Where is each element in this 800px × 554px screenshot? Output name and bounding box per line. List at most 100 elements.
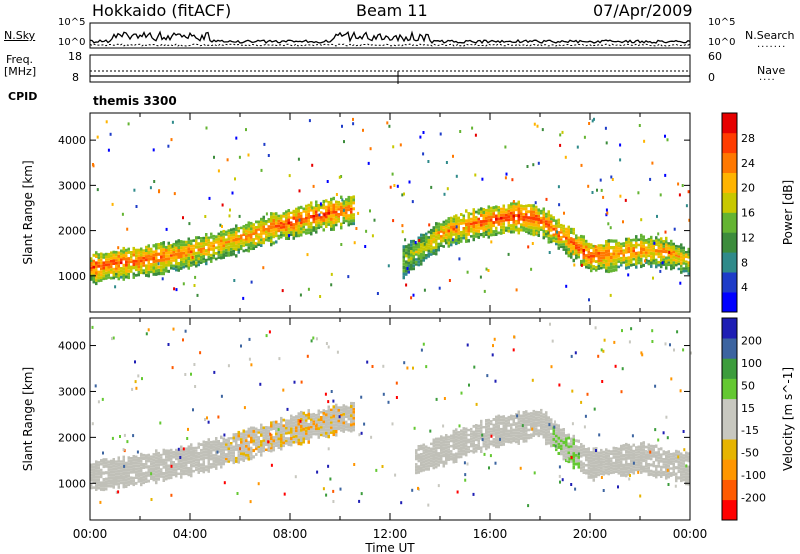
data-cell — [150, 475, 153, 478]
data-cell — [113, 479, 116, 482]
data-cell — [138, 260, 141, 263]
data-cell — [233, 446, 236, 449]
data-cell — [180, 462, 183, 465]
data-cell — [618, 461, 621, 464]
data-cell — [288, 212, 291, 215]
data-cell — [620, 250, 623, 252]
data-cell — [568, 245, 571, 248]
data-cell — [143, 472, 146, 475]
data-cell — [435, 249, 438, 252]
data-cell — [308, 440, 311, 444]
data-cell — [618, 244, 621, 247]
data-cell — [288, 218, 291, 221]
data-cell — [525, 426, 528, 429]
data-cell — [640, 449, 643, 452]
data-cell — [453, 437, 456, 440]
data-cell — [140, 259, 143, 262]
data-cell — [218, 455, 221, 458]
speckle — [124, 434, 126, 437]
data-cell — [293, 430, 296, 433]
data-cell — [325, 429, 328, 432]
data-cell — [100, 270, 103, 273]
data-cell — [215, 460, 218, 463]
data-cell — [490, 428, 493, 431]
data-cell — [280, 219, 283, 221]
data-cell — [578, 244, 581, 246]
data-cell — [430, 462, 433, 465]
data-cell — [465, 233, 468, 236]
speckle — [339, 415, 341, 418]
data-cell — [433, 463, 436, 466]
data-cell — [123, 247, 126, 250]
data-cell — [620, 467, 623, 470]
speckle — [308, 288, 310, 291]
data-cell — [515, 208, 518, 211]
data-cell — [155, 456, 158, 460]
data-cell — [680, 250, 683, 253]
data-cell — [155, 273, 158, 276]
data-cell — [668, 456, 671, 459]
y-tick-label: 3000 — [58, 179, 86, 192]
data-cell — [500, 214, 503, 217]
colorbar-tick-label: 4 — [741, 281, 748, 294]
data-cell — [580, 469, 583, 472]
data-cell — [183, 246, 186, 249]
data-cell — [570, 246, 573, 249]
speckle — [423, 131, 425, 134]
data-cell — [508, 227, 511, 230]
data-cell — [548, 210, 551, 213]
data-cell — [280, 447, 283, 450]
data-cell — [153, 479, 156, 482]
data-cell — [535, 430, 538, 433]
data-cell — [190, 450, 193, 453]
data-cell — [640, 461, 643, 464]
data-cell — [330, 414, 333, 417]
data-cell — [103, 275, 106, 278]
data-cell — [183, 467, 186, 470]
data-cell — [150, 463, 153, 466]
data-cell — [125, 485, 128, 488]
data-cell — [618, 242, 621, 245]
data-cell — [303, 428, 306, 431]
data-cell — [640, 244, 643, 247]
speckle — [396, 382, 398, 385]
speckle — [619, 195, 621, 198]
data-cell — [298, 210, 301, 213]
speckle — [117, 246, 119, 249]
data-cell — [223, 233, 226, 236]
data-cell — [268, 426, 271, 429]
speckle — [504, 146, 506, 149]
data-cell — [320, 424, 323, 427]
data-cell — [95, 268, 98, 271]
data-cell — [578, 459, 581, 462]
data-cell — [465, 229, 468, 232]
data-cell — [118, 271, 121, 274]
speckle — [565, 156, 567, 159]
data-cell — [420, 237, 423, 240]
data-cell — [460, 450, 463, 453]
data-cell — [503, 437, 506, 440]
data-cell — [530, 433, 533, 436]
data-cell — [285, 432, 288, 435]
data-cell — [223, 247, 226, 250]
data-cell — [180, 243, 183, 246]
speckle — [159, 422, 161, 425]
speckle — [459, 130, 461, 133]
data-cell — [318, 436, 321, 439]
data-cell — [405, 273, 408, 276]
speckle — [481, 178, 483, 181]
data-cell — [190, 454, 193, 457]
speckle — [530, 268, 532, 271]
data-cell — [255, 433, 258, 436]
data-cell — [345, 426, 348, 429]
data-cell — [503, 421, 506, 424]
data-cell — [265, 431, 268, 434]
data-cell — [153, 257, 156, 260]
data-cell — [198, 455, 201, 458]
data-cell — [118, 460, 121, 463]
data-cell — [323, 409, 326, 412]
data-cell — [610, 269, 613, 272]
data-cell — [533, 431, 536, 434]
data-cell — [278, 446, 281, 449]
data-cell — [540, 229, 543, 231]
